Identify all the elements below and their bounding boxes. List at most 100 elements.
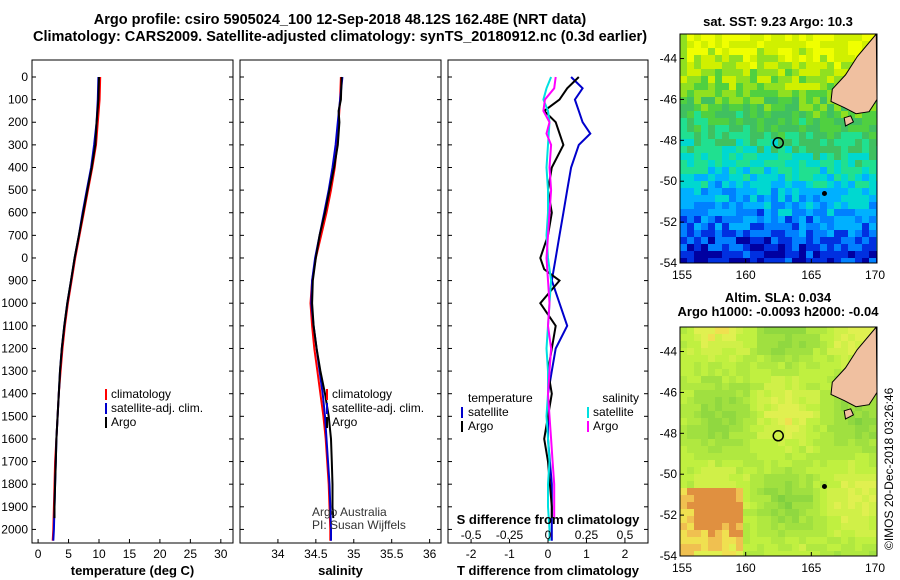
legend-label: satellite [468,405,509,419]
sst-map-title: sat. SST: 9.23 Argo: 10.3 [703,14,853,29]
depth-tick-label: 1600 [1,432,28,446]
legend-label: Argo [593,419,619,433]
legend-label: Argo [332,415,358,429]
sst-map-ytick-label: -52 [660,215,678,229]
temperature-profile-xtick-label: 5 [65,547,72,561]
difference-profile-xlabel: T difference from climatology [457,563,640,578]
sla-map-xtick-label: 155 [672,561,692,575]
depth-tick-label: 1400 [1,387,28,401]
legend-label: satellite [593,405,634,419]
sla-map-land [830,327,877,408]
legend-title-salinity: salinity [602,391,639,405]
sla-map-title-line-2: Argo h1000: -0.0093 h2000: -0.04 [678,304,880,319]
sla-map-ytick-label: -50 [660,467,678,481]
legend-label: Argo [468,419,494,433]
depth-tick-label: 900 [8,274,28,288]
sst-map-ytick-label: -46 [660,92,678,106]
temperature-profile-xtick-label: 25 [184,547,198,561]
salinity-profile-xtick-label: 36 [423,547,437,561]
sst-map-ytick-label: -50 [660,174,678,188]
sla-map-argo-marker [772,430,784,442]
temperature-profile-panel: 0100200300400500600700090010001100120013… [1,59,234,578]
credit-text: ©IMOS 20-Dec-2018 03:26:46 [882,387,896,550]
depth-tick-label: 600 [8,206,28,220]
difference-profile-xtick-label: 2 [622,547,629,561]
legend-label: climatology [111,387,171,401]
series-salinity-argo [542,76,557,519]
depth-tick-label: 100 [8,93,28,107]
sla-map-ytick-label: -52 [660,508,678,522]
sst-map-xtick-label: 155 [672,268,692,282]
temperature-profile-xtick-label: 30 [214,547,228,561]
difference-profile-xtick-label: -2 [466,547,477,561]
salinity-profile-xtick-label: 35 [347,547,361,561]
sla-map-auckland-islands [821,483,827,489]
sst-map-xtick-label: 170 [865,268,885,282]
difference-profile-panel: -2 -1 0 1 2 T difference from climatology temp… [447,59,649,578]
sla-map-ytick-label: -44 [660,345,678,359]
temperature-profile-xtick-label: 10 [92,547,106,561]
salinity-diff-tick-label: 0 [545,528,552,542]
figure-title: Argo profile: csiro 5905024_100 12-Sep-2… [0,12,680,46]
sst-map-island [843,115,855,127]
legend-title-temperature: temperature [468,391,533,405]
sst-map-image [680,34,877,263]
series-satellite-adj-clim- [52,76,100,541]
title-line-2: Climatology: CARS2009. Satellite-adjuste… [32,29,648,45]
salinity-profile-xtick-label: 35.5 [380,547,404,561]
salinity-diff-tick-label: -0.5 [461,528,482,542]
difference-profile-xtick-label: 0 [545,547,552,561]
sla-map-xtick-label: 170 [865,561,885,575]
legend-label: satellite-adj. clim. [111,401,203,415]
depth-tick-label: 300 [8,138,28,152]
sst-map-ytick-label: -44 [660,52,678,66]
title-line-1: Argo profile: csiro 5905024_100 12-Sep-2… [93,12,587,28]
temperature-profile-xtick-label: 15 [123,547,137,561]
temperature-profile-xtick-label: 20 [153,547,167,561]
series-argo [311,76,343,519]
legend-label: climatology [332,387,392,401]
sst-map-argo-marker [772,137,784,149]
sla-map-ytick-label: -48 [660,426,678,440]
sla-map-image [680,327,877,556]
depth-tick-label: 1200 [1,341,28,355]
series-argo [53,76,100,519]
sla-map-ytick-label: -54 [660,549,678,563]
salinity-profile-xtick-label: 34.5 [304,547,328,561]
depth-tick-label: 500 [8,183,28,197]
series-temperature-satellite [547,76,592,541]
difference-profile-xtick-label: 1 [583,547,590,561]
sla-map-xtick-label: 165 [801,561,821,575]
difference-profile-xtick-label: -1 [504,547,515,561]
sst-map-auckland-islands [821,190,827,196]
depth-tick-label: 1000 [1,296,28,310]
salinity-profile-xlabel: salinity [318,563,364,578]
depth-tick-label: 400 [8,160,28,174]
temperature-profile-xtick-label: 0 [35,547,42,561]
temperature-profile-frame [31,59,234,544]
annotation-text: Argo Australia [312,505,387,519]
sla-map-island [843,408,855,420]
plots-layer: 0100200300400500600700090010001100120013… [1,59,649,578]
salinity-profile-frame [239,59,442,544]
depth-tick-label: 1800 [1,477,28,491]
sst-map-frame [679,33,878,264]
depth-tick-label: 1900 [1,500,28,514]
depth-tick-label: 2000 [1,522,28,536]
depth-tick-label: 1300 [1,364,28,378]
salinity-profile-panel: 34 34.5 35 35.5 36 salinity climatologysatelli… [239,59,442,578]
annotation-text: PI: Susan Wijffels [312,518,406,532]
sla-map-title-line-1: Altim. SLA: 0.034 [725,290,832,305]
depth-tick-label: 700 [8,228,28,242]
depth-tick-label: 200 [8,115,28,129]
salinity-diff-tick-label: -0.25 [496,528,524,542]
legend-label: satellite-adj. clim. [332,401,424,415]
temperature-profile-xlabel: temperature (deg C) [71,563,195,578]
legend-label: Argo [111,415,137,429]
sst-map-xtick-label: 160 [736,268,756,282]
depth-tick-label: 1100 [2,319,28,333]
